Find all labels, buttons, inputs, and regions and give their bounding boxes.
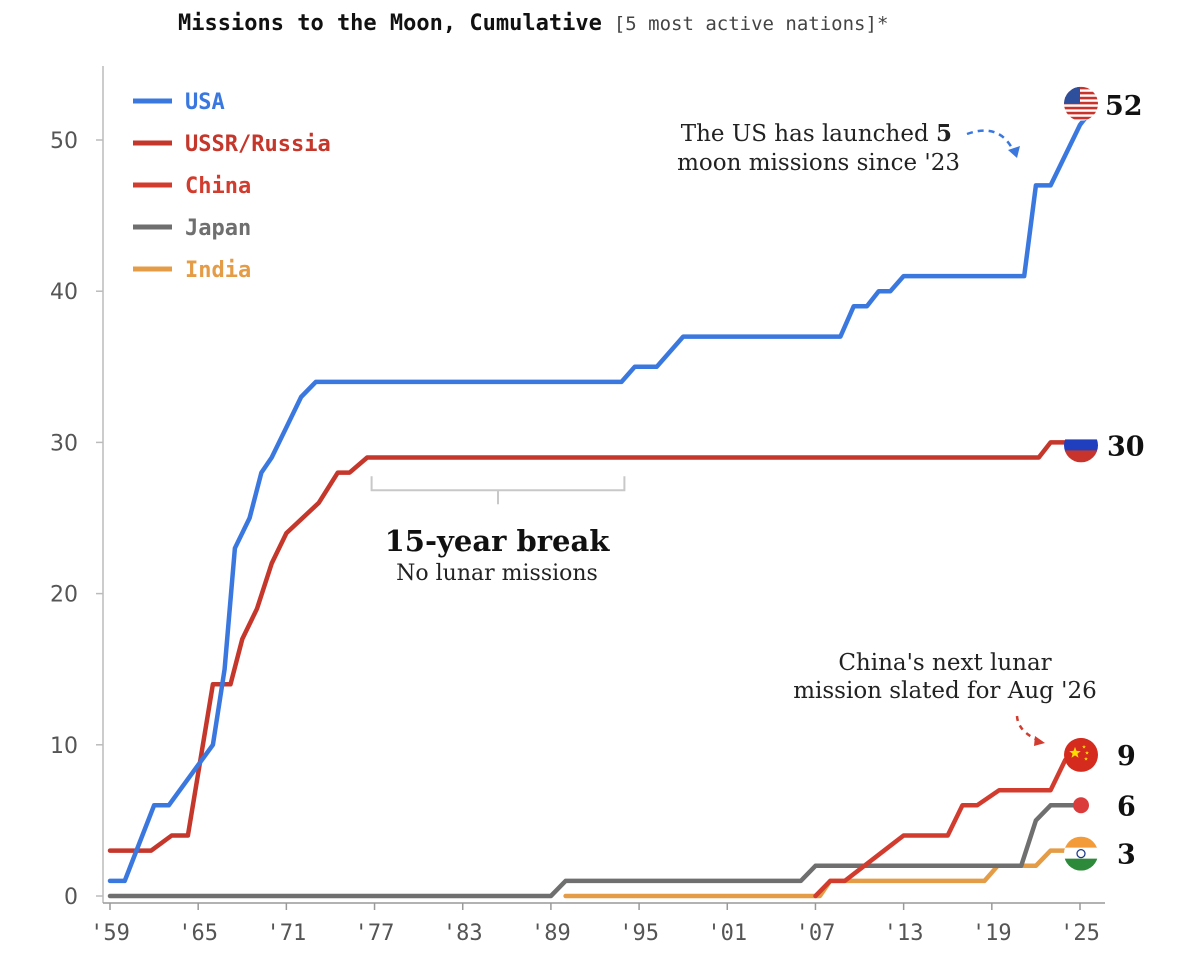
x-tick-label: '89 bbox=[531, 921, 571, 946]
russia-flag-icon bbox=[1064, 428, 1098, 463]
us-note-arrowhead bbox=[1008, 146, 1020, 158]
x-tick-label: '83 bbox=[443, 921, 483, 946]
end-label-india: 3 bbox=[1117, 840, 1136, 871]
series-line-russia bbox=[107, 440, 1090, 853]
legend-item-usa: USA bbox=[133, 90, 225, 115]
legend-item-china: China bbox=[133, 174, 251, 199]
x-tick-label: '19 bbox=[972, 921, 1012, 946]
us-note-number: 5 bbox=[936, 120, 952, 147]
annotations: 15-year break No lunar missions The US has… bbox=[370, 120, 1097, 746]
legend-label: USSR/Russia bbox=[185, 132, 331, 157]
chart-title-main: Missions to the Moon, Cumulative bbox=[178, 11, 602, 36]
break-subtitle: No lunar missions bbox=[396, 561, 598, 586]
y-tick-label: 10 bbox=[50, 734, 78, 759]
us-note-line1: The US has launched 5 bbox=[681, 120, 952, 147]
us-note-text: The US has launched bbox=[681, 121, 936, 147]
end-label-china: 9 bbox=[1117, 741, 1136, 772]
break-title: 15-year break bbox=[385, 524, 611, 558]
x-tick-label: '25 bbox=[1060, 921, 1100, 946]
china-note-arrowhead bbox=[1034, 736, 1045, 746]
x-tick-label: '07 bbox=[796, 921, 836, 946]
legend-label: China bbox=[185, 174, 251, 199]
x-tick-label: '77 bbox=[355, 921, 395, 946]
x-tick-label: '65 bbox=[178, 921, 218, 946]
x-tick-label: '01 bbox=[707, 921, 747, 946]
japan-flag-icon bbox=[1073, 797, 1089, 814]
chart-title: Missions to the Moon, Cumulative [5 most … bbox=[178, 11, 888, 36]
india-flag-icon bbox=[1064, 836, 1098, 871]
series-lines bbox=[107, 107, 1095, 899]
chart-subtitle: [5 most active nations]* bbox=[614, 13, 889, 35]
end-label-russia: 30 bbox=[1107, 431, 1145, 462]
series-line-china bbox=[813, 757, 1083, 899]
china-flag-icon bbox=[1064, 737, 1098, 772]
legend-item-russia: USSR/Russia bbox=[133, 132, 331, 157]
y-tick-label: 50 bbox=[50, 129, 78, 154]
legend-label: USA bbox=[185, 90, 225, 115]
x-tick-label: '95 bbox=[619, 921, 659, 946]
y-tick-label: 0 bbox=[64, 885, 78, 910]
end-label-japan: 6 bbox=[1117, 791, 1136, 822]
legend-item-japan: Japan bbox=[133, 216, 251, 241]
legend-label: Japan bbox=[185, 216, 251, 241]
y-tick-label: 20 bbox=[50, 583, 78, 608]
y-tick-label: 30 bbox=[50, 431, 78, 456]
china-note-line1: China's next lunar bbox=[838, 650, 1051, 676]
series-line-usa bbox=[107, 107, 1095, 884]
y-tick-label: 40 bbox=[50, 280, 78, 305]
china-note-line2: mission slated for Aug '26 bbox=[793, 678, 1097, 704]
x-tick-label: '13 bbox=[884, 921, 924, 946]
us-note-line2: moon missions since '23 bbox=[677, 150, 960, 176]
end-label-usa: 52 bbox=[1105, 91, 1143, 122]
series-line-india bbox=[563, 848, 1083, 899]
end-markers: 52 30 9 6 3 bbox=[1064, 86, 1145, 871]
legend: USA USSR/Russia China Japan India bbox=[133, 90, 331, 283]
series-line-japan bbox=[107, 803, 1083, 899]
x-tick-label: '59 bbox=[90, 921, 130, 946]
legend-item-india: India bbox=[133, 258, 251, 283]
break-bracket bbox=[370, 476, 626, 505]
us-flag-icon bbox=[1064, 86, 1098, 121]
legend-label: India bbox=[185, 258, 251, 283]
x-tick-label: '71 bbox=[266, 921, 306, 946]
us-note-arrow bbox=[966, 129, 1016, 153]
axes: 0 10 20 30 40 50 '59 '65 '71 '77 '83 '89 '95 '01 '07 '1… bbox=[50, 66, 1105, 946]
